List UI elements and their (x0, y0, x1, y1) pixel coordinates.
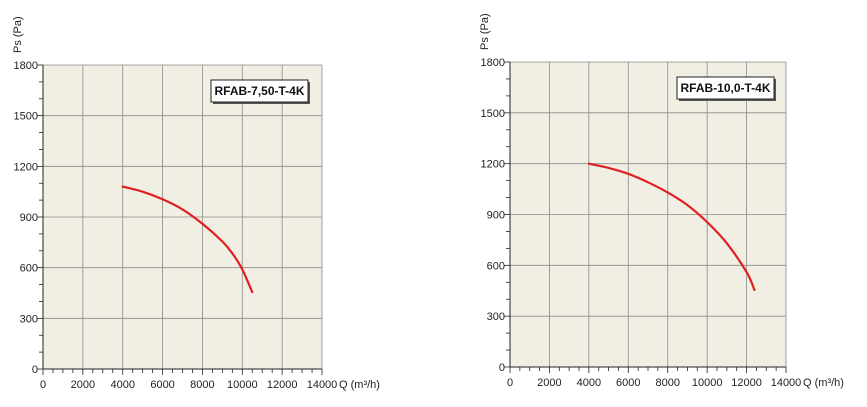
x-tick-label: 8000 (190, 379, 214, 391)
x-tick-label: 6000 (616, 377, 640, 389)
chart-2: 0 2000 4000 6000 8000 10000 12000 14000 0 300 600 9… (479, 13, 844, 389)
x-axis-label: Q (m³/h) (339, 379, 380, 391)
x-tick-label: 10000 (227, 379, 258, 391)
x-tick-label: 4000 (577, 377, 601, 389)
y-tick-label: 1500 (481, 108, 505, 120)
x-tick-label: 14000 (307, 379, 338, 391)
y-tick-label: 900 (20, 212, 38, 224)
y-tick-label: 1800 (481, 57, 505, 69)
x-tick-label: 6000 (150, 379, 174, 391)
y-axis-label: Ps (Pa) (12, 16, 24, 53)
x-axis-label: Q (m³/h) (803, 377, 844, 389)
series-line (121, 185, 254, 294)
y-tick-label: 1200 (14, 161, 38, 173)
x-tick-label: 12000 (267, 379, 298, 391)
y-tick-label: 0 (32, 364, 38, 376)
chart-1: 0 2000 4000 6000 8000 10000 12000 14000 0 300 600 9… (12, 16, 380, 391)
y-axis-label: Ps (Pa) (479, 13, 491, 50)
chart-title: RFAB-7,50-T-4K (214, 84, 304, 98)
y-tick-label: 0 (499, 362, 505, 374)
y-tick-label: 1200 (481, 159, 505, 171)
series-line (587, 162, 756, 291)
chart-title: RFAB-10,0-T-4K (680, 81, 770, 95)
x-tick-label: 0 (507, 377, 513, 389)
y-tick-label: 300 (487, 311, 505, 323)
x-tick-label: 2000 (71, 379, 95, 391)
y-tick-label: 600 (20, 263, 38, 275)
x-tick-label: 0 (40, 379, 46, 391)
y-tick-label: 900 (487, 210, 505, 222)
x-tick-label: 4000 (110, 379, 134, 391)
y-tick-label: 600 (487, 260, 505, 272)
x-tick-label: 14000 (771, 377, 802, 389)
y-tick-label: 1800 (14, 60, 38, 72)
x-tick-label: 12000 (731, 377, 762, 389)
title-box (676, 76, 775, 100)
x-tick-label: 2000 (537, 377, 561, 389)
title-box (210, 79, 309, 103)
y-tick-label: 1500 (14, 111, 38, 123)
x-tick-label: 8000 (655, 377, 679, 389)
x-tick-label: 10000 (692, 377, 723, 389)
y-tick-label: 300 (20, 313, 38, 325)
